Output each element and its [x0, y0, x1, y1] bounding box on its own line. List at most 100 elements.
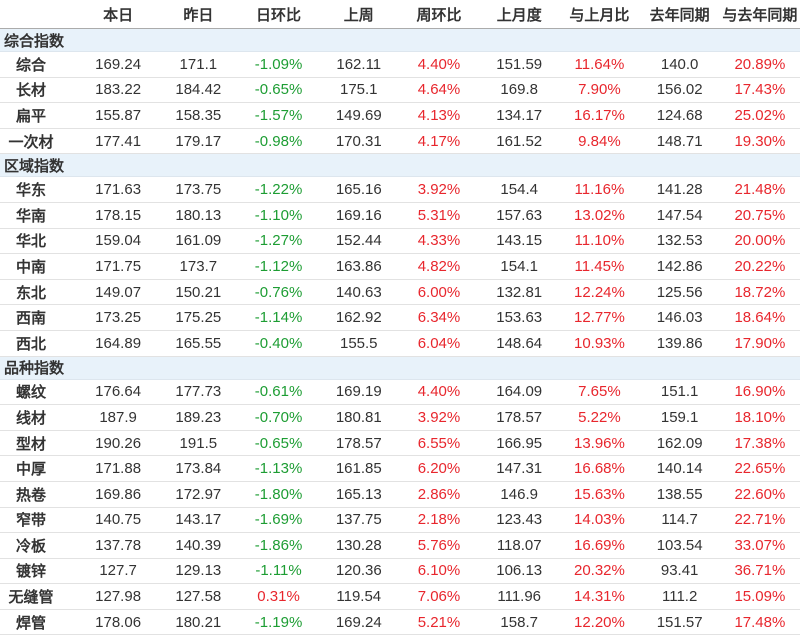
pct-cell: 20.22%	[719, 253, 800, 280]
value-cell: 143.17	[158, 507, 239, 534]
value-cell: 184.42	[158, 77, 239, 104]
value-cell: 140.14	[639, 455, 720, 482]
row-label: 西北	[0, 330, 78, 357]
value-cell: 162.92	[318, 304, 399, 331]
value-cell: 142.86	[639, 253, 720, 280]
value-cell: 162.11	[318, 51, 399, 78]
value-cell: 173.25	[78, 304, 159, 331]
pct-cell: 21.48%	[719, 176, 800, 203]
value-cell: 140.63	[318, 279, 399, 306]
value-cell: 170.31	[318, 128, 399, 155]
pct-cell: 11.10%	[559, 228, 640, 255]
value-cell: 103.54	[639, 532, 720, 559]
value-cell: 158.7	[479, 609, 560, 635]
pct-cell: 5.22%	[559, 404, 640, 431]
value-cell: 177.73	[158, 379, 239, 406]
value-cell: 140.0	[639, 51, 720, 78]
pct-cell: -1.57%	[238, 102, 319, 129]
pct-cell: -1.14%	[238, 304, 319, 331]
value-cell: 169.19	[318, 379, 399, 406]
value-cell: 151.59	[479, 51, 560, 78]
table-header: 本日 昨日 日环比 上周 周环比 上月度 与上月比 去年同期 与去年同期	[0, 0, 800, 29]
pct-cell: -0.65%	[238, 430, 319, 457]
value-cell: 175.25	[158, 304, 239, 331]
value-cell: 161.52	[479, 128, 560, 155]
pct-cell: 12.20%	[559, 609, 640, 635]
value-cell: 161.85	[318, 455, 399, 482]
value-cell: 143.15	[479, 228, 560, 255]
pct-cell: 19.30%	[719, 128, 800, 155]
pct-cell: 4.17%	[398, 128, 480, 155]
value-cell: 180.81	[318, 404, 399, 431]
section-header-row: 综合指数	[0, 28, 800, 52]
table-row: 冷板 137.78 140.39 -1.86% 130.28 5.76% 118.07 16.…	[0, 532, 800, 559]
row-label: 中厚	[0, 455, 78, 482]
pct-cell: -0.61%	[238, 379, 319, 406]
value-cell: 140.39	[158, 532, 239, 559]
row-label: 焊管	[0, 609, 78, 635]
value-cell: 159.04	[78, 228, 159, 255]
pct-cell: 4.64%	[398, 77, 480, 104]
value-cell: 137.75	[318, 507, 399, 534]
table-row: 热卷 169.86 172.97 -1.80% 165.13 2.86% 146.9 15.6…	[0, 481, 800, 508]
value-cell: 180.13	[158, 202, 239, 229]
index-table-body: 综合指数 综合 169.24 171.1 -1.09% 162.11 4.40% 151.59…	[0, 28, 800, 635]
pct-cell: 22.60%	[719, 481, 800, 508]
pct-cell: 13.96%	[559, 430, 640, 457]
pct-cell: 16.17%	[559, 102, 640, 129]
value-cell: 165.13	[318, 481, 399, 508]
pct-cell: 4.82%	[398, 253, 480, 280]
value-cell: 141.28	[639, 176, 720, 203]
value-cell: 190.26	[78, 430, 159, 457]
value-cell: 118.07	[479, 532, 560, 559]
value-cell: 132.53	[639, 228, 720, 255]
header-cell-today: 本日	[78, 0, 159, 29]
value-cell: 146.9	[479, 481, 560, 508]
pct-cell: 17.38%	[719, 430, 800, 457]
value-cell: 106.13	[479, 558, 560, 585]
table-row: 螺纹 176.64 177.73 -0.61% 169.19 4.40% 164.09 7.6…	[0, 379, 800, 406]
pct-cell: 20.00%	[719, 228, 800, 255]
pct-cell: 4.40%	[398, 51, 480, 78]
row-label: 综合	[0, 51, 78, 78]
value-cell: 127.58	[158, 583, 239, 610]
table-row: 扁平 155.87 158.35 -1.57% 149.69 4.13% 134.17 16.…	[0, 102, 800, 129]
pct-cell: 11.16%	[559, 176, 640, 203]
value-cell: 164.89	[78, 330, 159, 357]
row-label: 西南	[0, 304, 78, 331]
table-row: 焊管 178.06 180.21 -1.19% 169.24 5.21% 158.7 12.2…	[0, 609, 800, 635]
value-cell: 169.16	[318, 202, 399, 229]
value-cell: 163.86	[318, 253, 399, 280]
value-cell: 127.7	[78, 558, 159, 585]
pct-cell: 7.65%	[559, 379, 640, 406]
value-cell: 123.43	[479, 507, 560, 534]
pct-cell: -1.10%	[238, 202, 319, 229]
row-label: 镀锌	[0, 558, 78, 585]
value-cell: 173.7	[158, 253, 239, 280]
pct-cell: 14.31%	[559, 583, 640, 610]
value-cell: 179.17	[158, 128, 239, 155]
pct-cell: -1.27%	[238, 228, 319, 255]
row-label: 一次材	[0, 128, 78, 155]
header-row: 本日 昨日 日环比 上周 周环比 上月度 与上月比 去年同期 与去年同期	[0, 0, 800, 29]
value-cell: 127.98	[78, 583, 159, 610]
header-cell-last-year: 去年同期	[639, 0, 720, 29]
row-label: 螺纹	[0, 379, 78, 406]
value-cell: 148.64	[479, 330, 560, 357]
value-cell: 93.41	[639, 558, 720, 585]
pct-cell: 0.31%	[238, 583, 319, 610]
pct-cell: 11.64%	[559, 51, 640, 78]
value-cell: 178.57	[318, 430, 399, 457]
value-cell: 158.35	[158, 102, 239, 129]
pct-cell: 6.55%	[398, 430, 480, 457]
pct-cell: 12.77%	[559, 304, 640, 331]
pct-cell: -0.76%	[238, 279, 319, 306]
value-cell: 111.96	[479, 583, 560, 610]
pct-cell: 5.76%	[398, 532, 480, 559]
pct-cell: 11.45%	[559, 253, 640, 280]
pct-cell: 16.68%	[559, 455, 640, 482]
row-label: 中南	[0, 253, 78, 280]
value-cell: 178.57	[479, 404, 560, 431]
value-cell: 154.1	[479, 253, 560, 280]
